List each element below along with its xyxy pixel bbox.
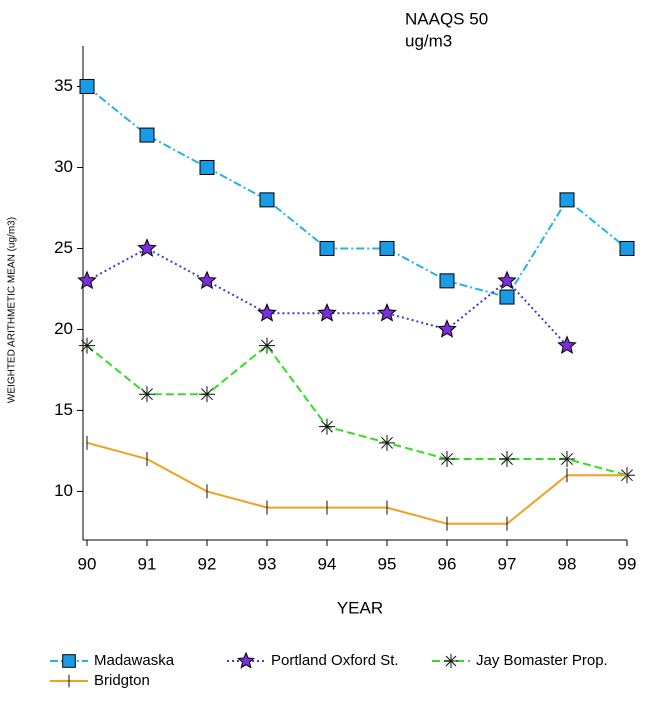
marker [439, 273, 455, 289]
y-tick-label: 25 [54, 238, 73, 257]
marker [137, 238, 157, 257]
y-tick-label: 20 [54, 319, 73, 338]
marker [199, 159, 215, 175]
legend-label: Portland Oxford St. [271, 652, 399, 669]
marker [199, 386, 215, 403]
marker [499, 289, 515, 305]
legend-marker [443, 653, 459, 669]
legend-label: Jay Bomaster Prop. [476, 652, 608, 669]
marker [197, 270, 217, 290]
legend-label: Madawaska [94, 652, 175, 669]
x-tick-label: 93 [258, 554, 277, 573]
marker [439, 451, 455, 468]
marker [77, 270, 97, 290]
marker [79, 78, 95, 94]
marker [619, 240, 635, 256]
marker [139, 386, 155, 403]
x-tick-label: 94 [318, 554, 337, 573]
x-tick-label: 91 [138, 554, 157, 573]
marker [377, 302, 397, 322]
marker [557, 335, 577, 354]
marker [559, 192, 575, 208]
annotation: ug/m3 [405, 31, 452, 50]
y-tick-label: 30 [54, 157, 73, 176]
marker [559, 451, 575, 468]
series-line [86, 344, 628, 477]
y-tick-label: 10 [54, 481, 73, 500]
x-tick-label: 90 [78, 554, 97, 573]
x-axis-label: YEAR [337, 598, 383, 617]
marker [257, 302, 277, 322]
series-line [86, 247, 568, 347]
y-axis-label: WEIGHTED ARITHMETIC MEAN (ug/m3) [7, 217, 18, 403]
marker [497, 270, 517, 290]
marker [317, 302, 337, 322]
legend-marker [62, 654, 76, 668]
x-tick-label: 96 [438, 554, 457, 573]
marker [259, 192, 275, 208]
legend-marker [237, 651, 255, 669]
y-tick-label: 15 [54, 400, 73, 419]
x-tick-label: 99 [618, 554, 637, 573]
marker [319, 240, 335, 256]
x-tick-label: 95 [378, 554, 397, 573]
y-tick-label: 35 [54, 76, 73, 95]
x-tick-label: 98 [558, 554, 577, 573]
marker [437, 319, 457, 338]
legend-label: Bridgton [94, 672, 150, 689]
marker [79, 337, 95, 354]
marker [259, 337, 275, 354]
x-tick-label: 97 [498, 554, 517, 573]
marker [139, 127, 155, 143]
series-line [86, 441, 627, 525]
marker [499, 451, 515, 468]
annotation: NAAQS 50 [405, 9, 488, 28]
marker [379, 434, 395, 451]
x-tick-label: 92 [198, 554, 217, 573]
series-line [86, 85, 628, 299]
marker [319, 418, 335, 435]
marker [379, 240, 395, 256]
